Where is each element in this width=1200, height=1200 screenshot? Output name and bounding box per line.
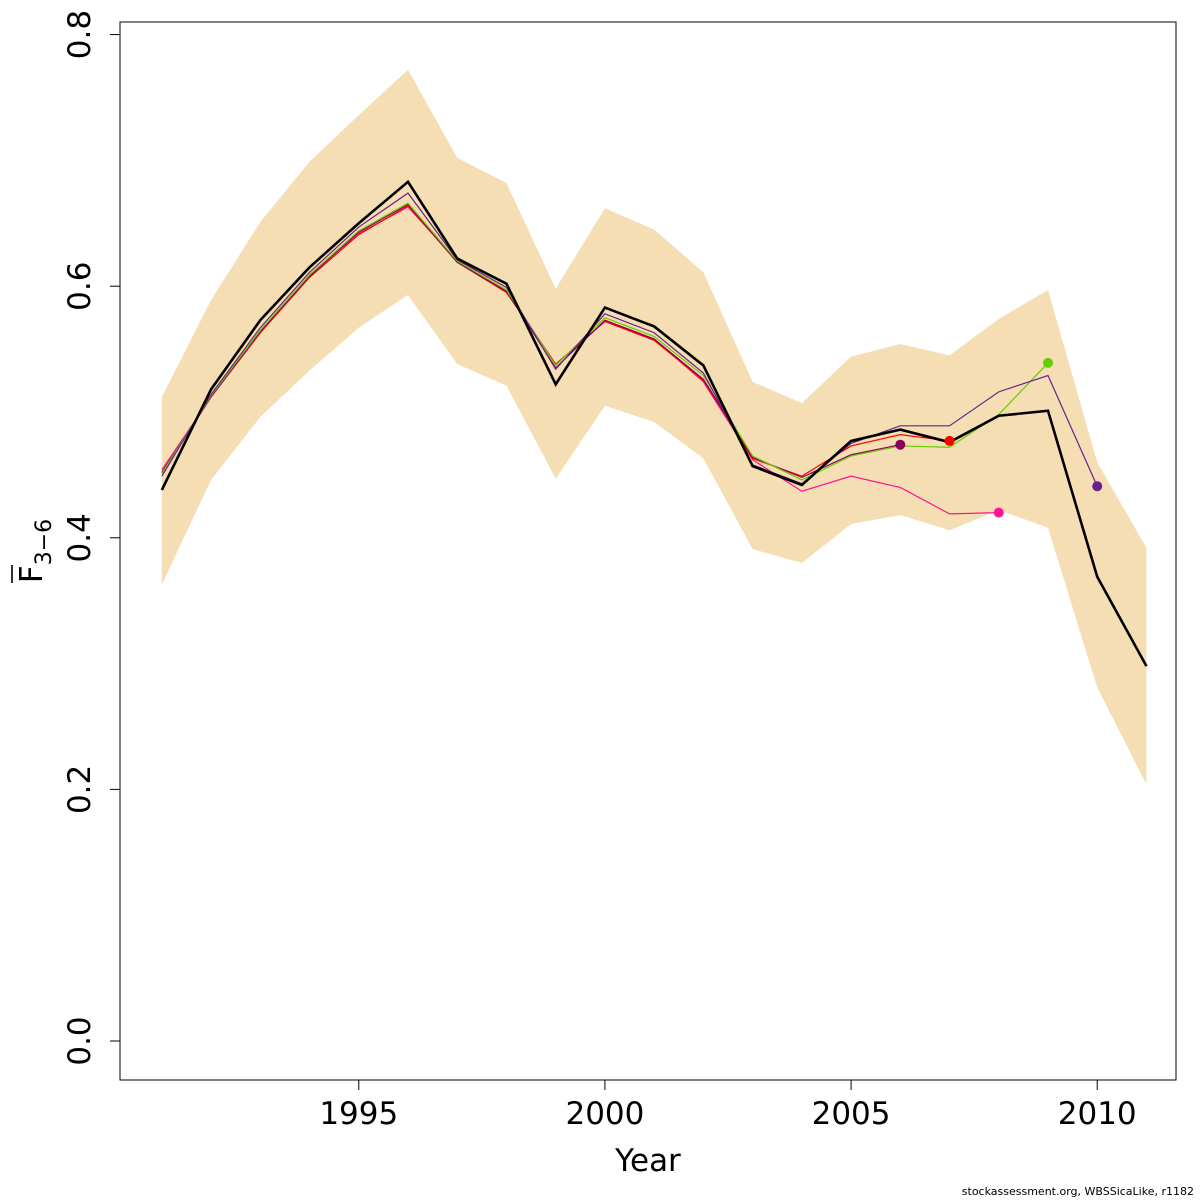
retro-series-endpoint-3 xyxy=(895,439,906,450)
main-series-line xyxy=(160,179,1148,667)
y-tick-label: 0.4 xyxy=(62,513,98,562)
y-axis: 0.0 0.2 0.4 0.6 0.8 xyxy=(62,10,121,1066)
retro-endpoint-layer xyxy=(895,357,1103,518)
plot-frame xyxy=(119,21,1177,1081)
x-tick-label: 2005 xyxy=(812,1096,891,1132)
y-axis-title: F3−6 xyxy=(11,519,57,583)
credit-text: stockassessment.org, WBSSicaLike, r1182 xyxy=(961,1185,1194,1198)
retro-series-endpoint-1 xyxy=(993,507,1004,518)
x-tick-label: 2000 xyxy=(565,1096,644,1132)
retro-series-line-5 xyxy=(161,192,1098,487)
main-series-layer xyxy=(160,179,1148,667)
retro-series-endpoint-4 xyxy=(1043,357,1053,368)
y-tick-label: 0.0 xyxy=(62,1016,98,1065)
retro-series-line-2 xyxy=(161,204,950,477)
confidence-band-layer xyxy=(161,69,1147,785)
y-tick-label: 0.6 xyxy=(62,262,98,311)
x-tick-label: 2010 xyxy=(1058,1096,1137,1132)
y-tick-label: 0.2 xyxy=(62,765,98,814)
y-tick-label: 0.8 xyxy=(62,10,98,59)
retro-series-endpoint-5 xyxy=(1092,481,1103,492)
x-axis-title: Year xyxy=(614,1143,681,1179)
confidence-band xyxy=(161,69,1147,785)
y-axis-title-subscript: 3−6 xyxy=(32,519,57,565)
y-axis-title-main: F xyxy=(14,565,50,583)
retro-series-endpoint-2 xyxy=(944,435,955,446)
svg-text:F3−6: F3−6 xyxy=(14,519,57,583)
x-axis: 1995 2000 2005 2010 xyxy=(319,1079,1137,1132)
x-tick-label: 1995 xyxy=(319,1096,398,1132)
